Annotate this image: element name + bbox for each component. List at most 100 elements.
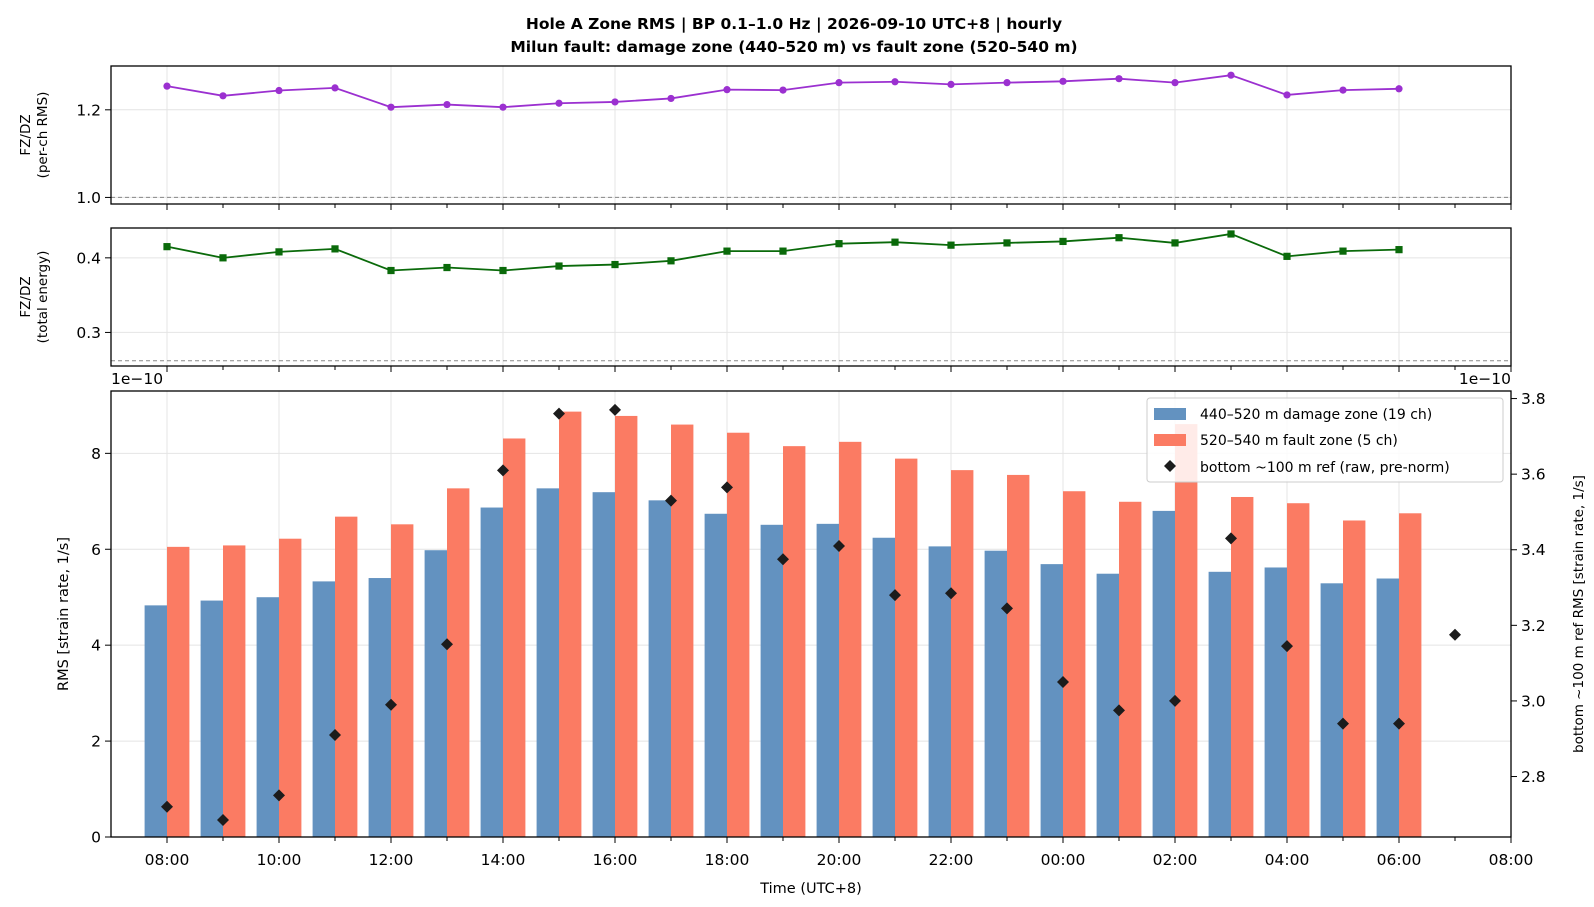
reference-point <box>1225 532 1237 545</box>
data-point <box>947 241 955 249</box>
bar-fault-zone <box>1399 513 1422 837</box>
bar-fault-zone <box>1287 503 1310 837</box>
reference-point <box>1113 704 1125 717</box>
offset-text-left: 1e−10 <box>111 370 163 388</box>
bar-damage-zone <box>144 605 167 837</box>
data-point <box>611 98 619 106</box>
bar-damage-zone <box>1264 567 1287 837</box>
data-point <box>1003 239 1011 247</box>
bar-damage-zone <box>1208 571 1231 837</box>
legend-swatch-damage-zone <box>1154 408 1186 420</box>
bar-damage-zone <box>200 600 223 837</box>
bar-fault-zone <box>447 488 470 837</box>
bar-damage-zone <box>480 507 503 837</box>
bar-fault-zone <box>1063 491 1086 837</box>
data-point <box>779 247 787 255</box>
data-point <box>443 263 451 272</box>
legend-label-reference: bottom ~100 m ref (raw, pre-norm) <box>1200 460 1450 476</box>
bar-damage-zone <box>816 523 839 837</box>
data-point <box>275 248 283 256</box>
y-right-tick-label: 3.0 <box>1521 692 1546 710</box>
reference-point <box>161 800 173 813</box>
data-point <box>611 260 619 269</box>
x-tick-label: 18:00 <box>705 851 750 869</box>
bar-fault-zone <box>1119 501 1142 837</box>
reference-point <box>721 481 733 494</box>
ratio-rms-panel: 1.0 1.2 FZ/DZ (per-ch RMS) <box>18 65 1512 210</box>
reference-point <box>889 589 901 602</box>
data-point <box>219 92 227 100</box>
x-tick-label: 10:00 <box>257 851 302 869</box>
reference-point <box>1337 717 1349 730</box>
x-tick-label: 08:00 <box>145 851 190 869</box>
data-point <box>1059 77 1067 85</box>
reference-point <box>1057 676 1069 689</box>
reference-point <box>441 638 453 651</box>
data-point <box>499 103 507 111</box>
x-tick-label: 22:00 <box>929 851 974 869</box>
bar-fault-zone <box>503 438 526 837</box>
bar-fault-zone <box>727 432 750 837</box>
x-tick-label: 20:00 <box>817 851 862 869</box>
panel2-ylabel-line2: (total energy) <box>35 251 51 344</box>
y-tick-label: 1.0 <box>76 189 101 207</box>
bar-damage-zone <box>1376 578 1399 837</box>
reference-point <box>329 728 341 741</box>
bar-damage-zone <box>872 537 895 837</box>
x-tick-label: 16:00 <box>593 851 638 869</box>
legend-label-damage-zone: 440–520 m damage zone (19 ch) <box>1200 407 1432 423</box>
bar-damage-zone <box>1040 564 1063 837</box>
data-point <box>555 99 563 107</box>
bar-fault-zone <box>335 516 358 837</box>
y-tick-label: 6 <box>91 541 101 559</box>
bar-damage-zone <box>760 524 783 837</box>
data-point <box>275 86 283 95</box>
reference-point <box>1281 640 1293 653</box>
bar-fault-zone <box>391 524 414 837</box>
bar-fault-zone <box>1175 424 1198 837</box>
bar-damage-zone <box>256 597 279 837</box>
panel1-ylabel-line1: FZ/DZ <box>18 114 34 155</box>
y-tick-label: 8 <box>91 445 101 463</box>
data-point <box>331 245 339 253</box>
bar-damage-zone <box>536 488 559 837</box>
y-right-tick-label: 3.6 <box>1521 466 1546 484</box>
reference-point <box>833 539 845 552</box>
y-tick-label: 1.2 <box>76 101 101 119</box>
data-point <box>1171 79 1179 87</box>
legend-swatch-fault-zone <box>1154 434 1186 446</box>
bar-fault-zone <box>559 411 582 837</box>
bar-damage-zone <box>704 513 727 837</box>
y-tick-label: 2 <box>91 733 101 751</box>
y-right-tick-label: 3.4 <box>1521 541 1546 559</box>
x-tick-label: 08:00 <box>1489 851 1534 869</box>
chart-title-line1: Hole A Zone RMS | BP 0.1–1.0 Hz | 2026-0… <box>526 15 1062 34</box>
y-tick-label: 0.3 <box>76 324 101 342</box>
bar-fault-zone <box>671 424 694 837</box>
bar-damage-zone <box>312 581 335 837</box>
data-point <box>1059 237 1067 246</box>
data-point <box>947 80 955 88</box>
data-point <box>163 243 171 251</box>
reference-point <box>1393 717 1405 730</box>
reference-point <box>1001 602 1013 615</box>
chart-title-line2: Milun fault: damage zone (440–520 m) vs … <box>510 38 1077 56</box>
y-tick-label: 0 <box>91 829 101 847</box>
data-point <box>1283 91 1291 99</box>
x-axis-label: Time (UTC+8) <box>759 881 862 897</box>
data-point <box>1171 239 1179 247</box>
y-right-tick-label: 3.2 <box>1521 617 1546 635</box>
data-point <box>891 238 899 246</box>
bar-damage-zone <box>1152 510 1175 837</box>
data-point <box>1227 71 1235 79</box>
x-tick-label: 00:00 <box>1041 851 1086 869</box>
data-point <box>891 78 899 86</box>
x-tick-label: 12:00 <box>369 851 414 869</box>
bar-fault-zone <box>951 470 974 837</box>
data-point <box>443 100 451 109</box>
bar-fault-zone <box>167 546 190 837</box>
bar-damage-zone <box>368 578 391 837</box>
x-tick-label: 06:00 <box>1377 851 1422 869</box>
bar-damage-zone <box>1096 573 1119 837</box>
